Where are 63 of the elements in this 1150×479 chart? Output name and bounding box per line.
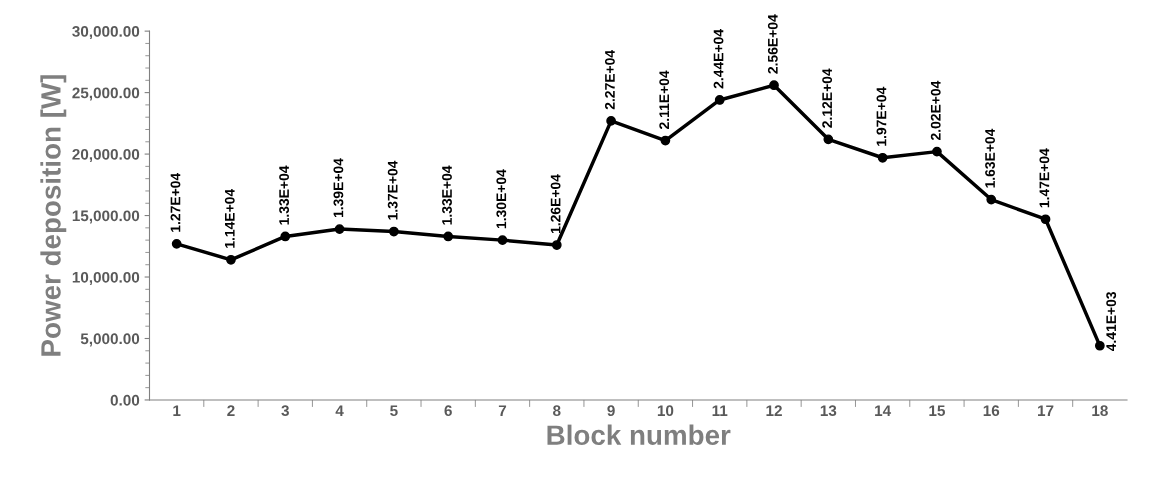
x-tick-label: 3 (281, 405, 289, 417)
x-tick-label: 13 (820, 405, 837, 417)
data-label: 1.14E+04 (224, 188, 235, 248)
data-label: 2.27E+04 (604, 49, 615, 110)
x-tick-label: 16 (983, 405, 1000, 417)
y-tick-label: 30,000.00 (72, 26, 140, 40)
data-label: 1.47E+04 (1039, 148, 1050, 208)
point (660, 135, 671, 146)
data-label: 1.26E+04 (550, 174, 561, 234)
x-axis-title: Block number (547, 424, 731, 446)
point (986, 194, 997, 205)
point (606, 116, 616, 126)
point (334, 224, 345, 234)
point (497, 235, 508, 246)
point (171, 238, 182, 249)
x-tick-label: 18 (1092, 405, 1108, 417)
x-tick-label: 17 (1038, 405, 1054, 416)
data-label: 1.39E+04 (333, 158, 344, 218)
data-label: 2.02E+04 (930, 80, 941, 141)
data-label: 2.12E+04 (822, 68, 833, 128)
x-tick-label: 12 (766, 405, 782, 416)
data-label: 1.37E+04 (387, 160, 398, 220)
x-tick-label: 10 (657, 405, 674, 417)
point (551, 240, 562, 250)
point (443, 231, 454, 242)
y-axis-title: Power deposition [W] (40, 75, 67, 356)
data-label: 1.63E+04 (985, 128, 995, 188)
point (280, 231, 291, 242)
y-tick-label: 5,000.00 (80, 333, 140, 347)
point (877, 152, 888, 163)
x-tick-label: 6 (444, 405, 452, 417)
point (932, 146, 942, 157)
x-tick-label: 2 (227, 405, 235, 416)
y-tick-label: 15,000.00 (72, 210, 140, 224)
point (823, 134, 834, 145)
x-tick-label: 1 (173, 405, 181, 416)
data-label: 1.33E+04 (442, 165, 452, 225)
x-tick-label: 5 (390, 405, 398, 417)
data-label: 1.30E+04 (496, 169, 507, 229)
data-label: 1.27E+04 (170, 172, 181, 232)
x-tick-label: 14 (875, 405, 892, 416)
point (769, 80, 779, 91)
y-tick-label: 20,000.00 (72, 148, 140, 162)
x-tick-label: 4 (335, 405, 344, 416)
y-tick-label: 0.00 (110, 394, 140, 406)
y-tick-label: 10,000.00 (72, 271, 140, 285)
y-tick-label: 25,000.00 (72, 87, 140, 101)
point (226, 254, 236, 265)
data-label: 2.44E+04 (713, 29, 724, 89)
point (714, 95, 725, 105)
data-label: 1.33E+04 (279, 165, 290, 225)
x-tick-label: 7 (498, 405, 507, 416)
data-label: 4.41E+03 (1106, 291, 1117, 352)
data-label: 1.97E+04 (876, 86, 887, 146)
x-tick-label: 15 (929, 405, 945, 417)
x-tick-label: 11 (712, 405, 728, 416)
data-label: 2.11E+04 (659, 70, 670, 129)
x-tick-label: 9 (607, 405, 615, 417)
point (1040, 214, 1051, 225)
data-label: 2.56E+04 (767, 14, 778, 74)
x-tick-label: 8 (553, 405, 561, 417)
point (1094, 340, 1105, 351)
point (389, 226, 399, 237)
